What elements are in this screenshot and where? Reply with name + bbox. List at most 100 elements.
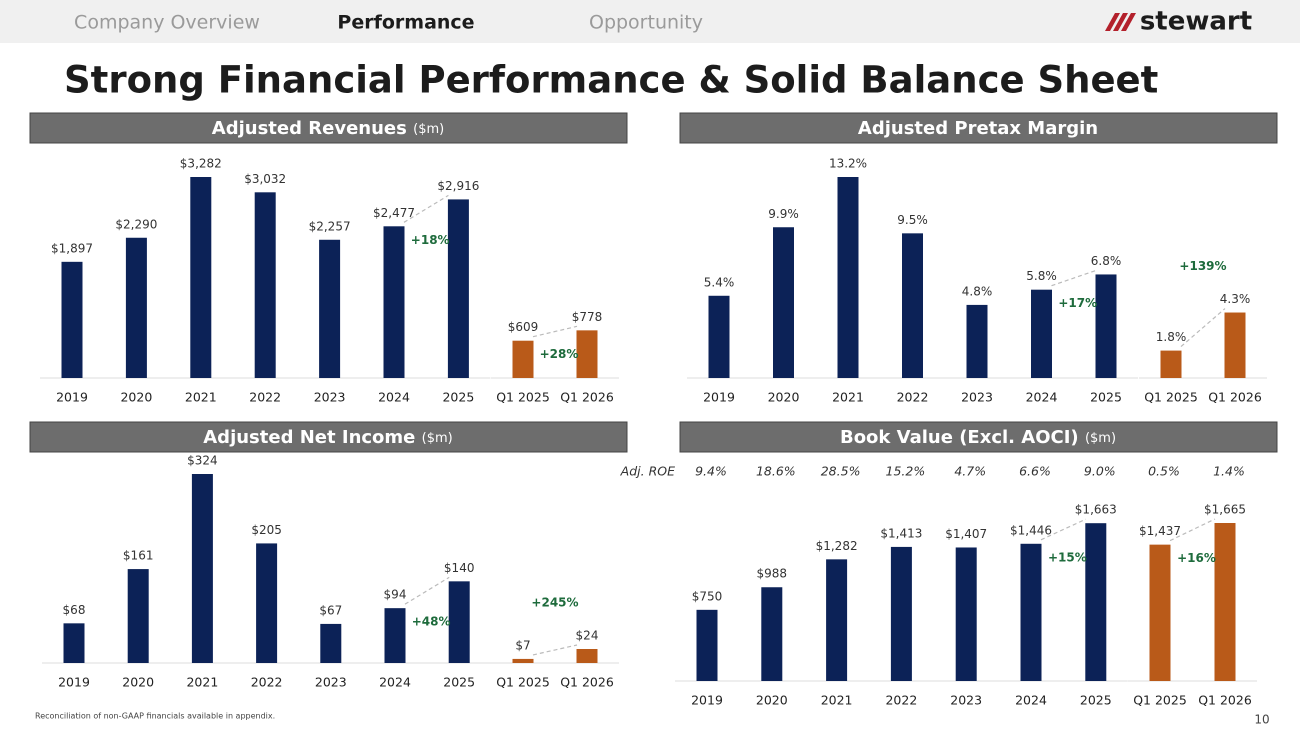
value-label: $1,446 — [1010, 523, 1052, 537]
value-label: 5.8% — [1026, 269, 1057, 283]
value-label: $3,282 — [180, 157, 222, 171]
roe-value: 6.6% — [1019, 464, 1051, 479]
x-tick-label: 2025 — [442, 390, 474, 405]
bar — [383, 226, 405, 378]
x-tick-label: 2025 — [1090, 390, 1122, 405]
bar — [696, 609, 718, 681]
x-tick-label: 2023 — [314, 390, 346, 405]
panel-title: Adjusted Revenues ($m) — [212, 118, 444, 139]
value-label: 6.8% — [1091, 254, 1122, 268]
value-label: $94 — [384, 588, 407, 602]
growth-annotation: +28% — [540, 347, 579, 361]
growth-annotation: +15% — [1048, 550, 1087, 564]
growth-annotation: +17% — [1058, 296, 1097, 310]
value-label: $988 — [757, 567, 788, 581]
nav-tab: Opportunity — [589, 12, 703, 34]
x-tick-label: 2019 — [58, 675, 90, 690]
value-label: $2,290 — [115, 217, 157, 231]
page-number: 10 — [1254, 713, 1269, 727]
bar — [61, 261, 83, 378]
x-tick-label: Q1 2025 — [1133, 693, 1187, 708]
x-tick-label: 2025 — [1080, 693, 1112, 708]
value-label: $1,437 — [1139, 524, 1181, 538]
roe-value: 15.2% — [886, 464, 926, 479]
x-tick-label: 2021 — [832, 390, 864, 405]
bar — [761, 587, 783, 681]
value-label: $1,663 — [1075, 503, 1117, 517]
value-label: 1.8% — [1156, 330, 1187, 344]
value-label: $67 — [319, 603, 342, 617]
value-label: $3,032 — [244, 172, 286, 186]
bar — [256, 543, 278, 663]
bar — [902, 233, 923, 378]
bar — [826, 559, 848, 681]
x-tick-label: Q1 2026 — [560, 675, 614, 690]
value-label: 5.4% — [704, 275, 735, 289]
value-label: $205 — [251, 523, 282, 537]
x-tick-label: 2024 — [379, 675, 411, 690]
value-label: $161 — [123, 549, 154, 563]
x-tick-label: 2019 — [703, 390, 735, 405]
bar — [1095, 274, 1117, 378]
bar — [319, 239, 341, 378]
x-tick-label: 2020 — [756, 693, 788, 708]
panel-title: Book Value (Excl. AOCI) ($m) — [840, 427, 1116, 448]
value-label: 13.2% — [829, 157, 867, 171]
x-tick-label: 2021 — [821, 693, 853, 708]
value-label: 9.9% — [768, 207, 799, 221]
growth-connector — [1040, 518, 1087, 541]
growth-connector — [403, 194, 449, 223]
growth-annotation: +16% — [1177, 551, 1216, 565]
logo-text: stewart — [1140, 7, 1252, 37]
panel-header — [29, 421, 628, 453]
growth-connector — [1180, 308, 1226, 348]
value-label: $7 — [515, 638, 530, 652]
value-label: $1,897 — [51, 241, 93, 255]
value-label: 9.5% — [897, 213, 928, 227]
slide-title: Strong Financial Performance & Solid Bal… — [64, 59, 1158, 102]
bar — [890, 546, 912, 681]
roe-value: 9.4% — [695, 464, 727, 479]
bar — [966, 304, 988, 378]
bar — [320, 623, 342, 663]
x-tick-label: 2020 — [120, 390, 152, 405]
value-label: $609 — [508, 320, 539, 334]
x-tick-label: 2024 — [378, 390, 410, 405]
growth-connector — [1169, 518, 1216, 542]
growth-connector — [532, 644, 578, 656]
x-tick-label: 2019 — [56, 390, 88, 405]
nav-tab: Performance — [337, 12, 474, 34]
bar — [448, 581, 470, 663]
roe-value: 28.5% — [821, 464, 861, 479]
value-label: $1,282 — [816, 539, 858, 553]
bar — [576, 649, 598, 663]
roe-value: 4.7% — [954, 464, 986, 479]
bar — [254, 192, 276, 378]
value-label: $68 — [63, 603, 86, 617]
panel-header — [679, 112, 1278, 144]
panel-header — [679, 421, 1278, 453]
x-tick-label: 2021 — [185, 390, 217, 405]
growth-annotation: +18% — [411, 233, 450, 247]
x-tick-label: 2022 — [251, 675, 283, 690]
x-tick-label: 2023 — [315, 675, 347, 690]
panel-subtitle: ($m) — [422, 431, 453, 446]
growth-annotation: +48% — [412, 615, 451, 629]
value-label: $1,413 — [880, 526, 922, 540]
value-label: $750 — [692, 589, 723, 603]
x-tick-label: Q1 2025 — [496, 675, 550, 690]
bar — [125, 237, 147, 378]
x-tick-label: 2023 — [950, 693, 982, 708]
bar — [1031, 289, 1052, 378]
growth-connector — [1051, 269, 1097, 287]
x-tick-label: 2022 — [885, 693, 917, 708]
x-tick-label: 2019 — [691, 693, 723, 708]
panel-subtitle: ($m) — [413, 122, 444, 137]
roe-value: 18.6% — [756, 464, 796, 479]
value-label: $324 — [187, 454, 218, 468]
panel-title-text: Book Value (Excl. AOCI) — [840, 427, 1079, 448]
x-tick-label: 2022 — [249, 390, 281, 405]
x-tick-label: Q1 2025 — [496, 390, 550, 405]
panel-subtitle: ($m) — [1085, 431, 1116, 446]
